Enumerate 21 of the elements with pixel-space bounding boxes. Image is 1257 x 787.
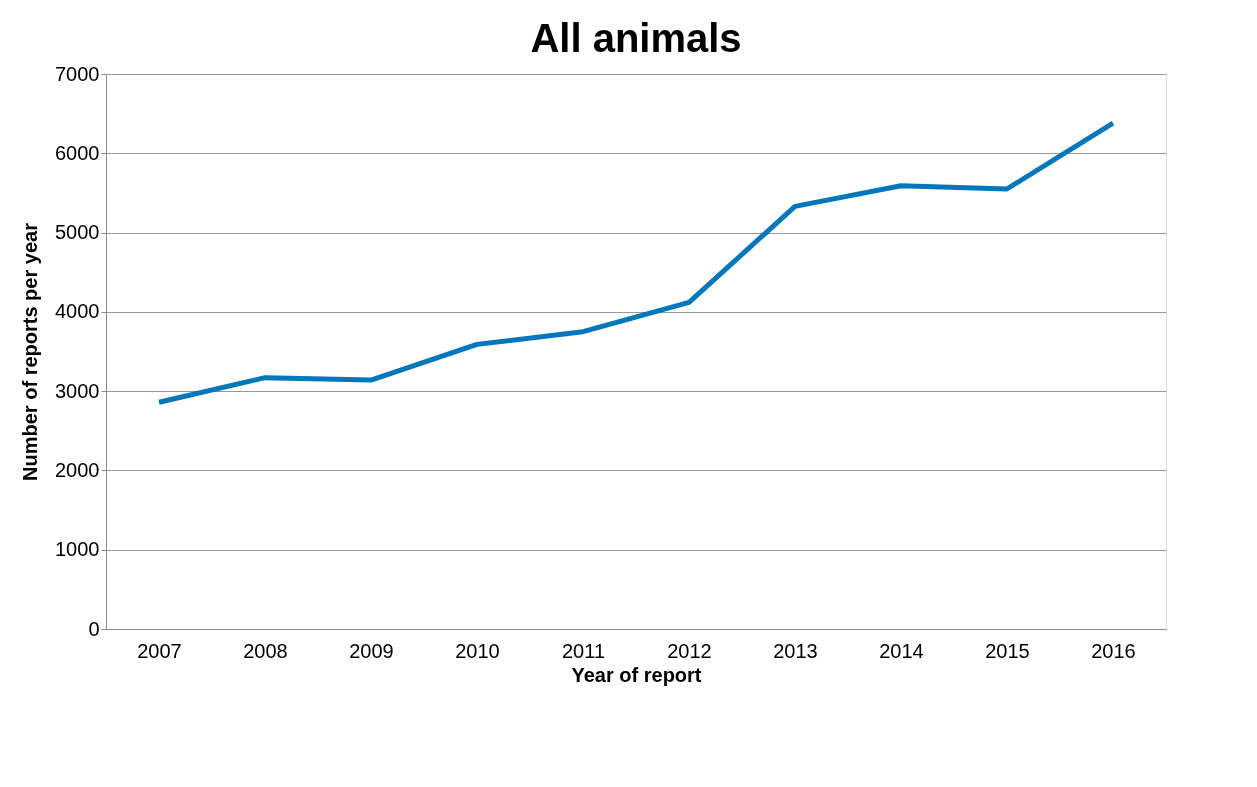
y-tick-label: 4000	[55, 300, 100, 323]
x-axis-title: Year of report	[571, 663, 702, 686]
y-tick-label: 1000	[55, 538, 100, 561]
y-tick-label: 2000	[55, 458, 100, 481]
x-tick-label: 2012	[667, 639, 712, 662]
y-tick-label: 0	[88, 617, 100, 640]
x-tick-label: 2016	[1091, 639, 1136, 662]
y-tick-label: 6000	[55, 141, 100, 164]
x-tick-label: 2011	[561, 639, 606, 662]
y-tick-label: 7000	[55, 62, 100, 85]
x-tick-label: 2009	[349, 639, 394, 662]
x-tick-label: 2010	[455, 639, 500, 662]
x-tick-label: 2014	[879, 639, 924, 662]
y-tick-label: 5000	[55, 221, 100, 244]
y-axis-title: Number of reports per year	[19, 222, 42, 481]
x-tick-label: 2013	[773, 639, 818, 662]
y-tick-label: 3000	[55, 379, 100, 402]
x-tick-label: 2007	[137, 639, 182, 662]
chart-title: All animals	[530, 16, 742, 60]
x-tick-label: 2015	[985, 639, 1030, 662]
x-tick-label: 2008	[243, 639, 288, 662]
